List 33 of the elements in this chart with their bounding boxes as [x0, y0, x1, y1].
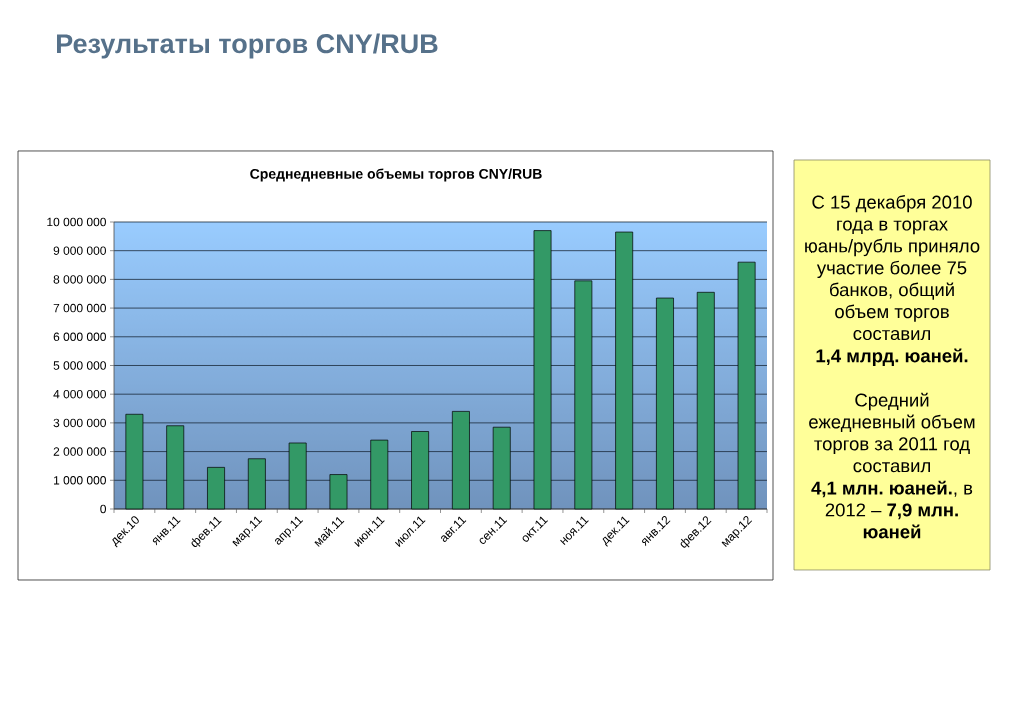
bar [247, 458, 266, 510]
y-tick-label: 9 000 000 [53, 246, 106, 255]
text: С 15 декабря 2010 года в торгах юань/рубль приняло участие более 75 банков, общий объем торгов составил [805, 194, 980, 341]
chart-title: Результаты торгов CNY/RUB [57, 33, 438, 59]
bar [166, 425, 185, 510]
y-tick-label: 4 000 000 [53, 389, 106, 399]
bar [411, 431, 430, 510]
chart-subtitle: Среднедневные объемы торгов CNY/RUB [250, 168, 542, 182]
y-tick-label: 10 000 000 [47, 217, 106, 227]
text: 1,4 млрд. юаней. [816, 348, 968, 367]
y-tick-label: 1 000 000 [54, 476, 106, 485]
bar [451, 411, 470, 510]
y-tick-label: 5 000 000 [53, 361, 106, 370]
y-tick-label: 8 000 000 [53, 275, 106, 284]
text: 4,1 млн. юаней., в 2012 – 7,9 млн. юаней [811, 480, 973, 539]
bar [288, 442, 307, 510]
bar [125, 413, 144, 510]
y-tick-label: 7 000 000 [53, 303, 106, 313]
bar [207, 467, 225, 510]
bar [737, 261, 756, 510]
bar [370, 439, 389, 510]
y-tick-label: 0 [100, 504, 107, 514]
y-tick-label: 6 000 000 [53, 332, 106, 342]
bar [533, 230, 552, 510]
bar [696, 291, 715, 510]
y-tick-label: 2 000 000 [53, 447, 106, 456]
bar [492, 426, 511, 510]
text: Средний ежедневный объем торгов за 2011 год составил [809, 392, 975, 473]
bar [574, 280, 593, 510]
bar [656, 297, 674, 510]
bar [615, 231, 634, 510]
bar [329, 474, 348, 510]
y-tick-label: 3 000 000 [53, 418, 106, 428]
